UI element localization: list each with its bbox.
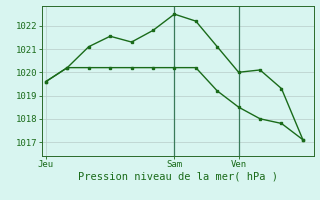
X-axis label: Pression niveau de la mer( hPa ): Pression niveau de la mer( hPa ) (77, 172, 278, 182)
